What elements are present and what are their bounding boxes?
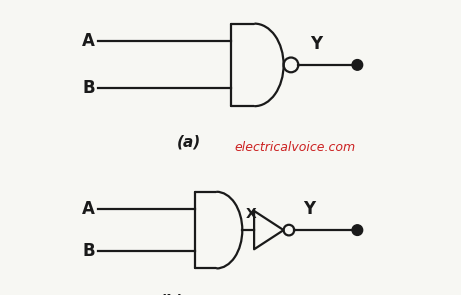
Text: (a): (a) xyxy=(177,134,201,149)
Text: electricalvoice.com: electricalvoice.com xyxy=(235,141,356,154)
Text: Y: Y xyxy=(303,200,315,218)
Text: A: A xyxy=(82,200,95,219)
Circle shape xyxy=(352,60,363,70)
Circle shape xyxy=(352,225,363,235)
Text: (b): (b) xyxy=(159,294,184,295)
Text: A: A xyxy=(82,32,95,50)
Text: Y: Y xyxy=(310,35,322,53)
Text: X: X xyxy=(245,207,256,221)
Text: B: B xyxy=(82,242,95,260)
Text: B: B xyxy=(82,79,95,98)
